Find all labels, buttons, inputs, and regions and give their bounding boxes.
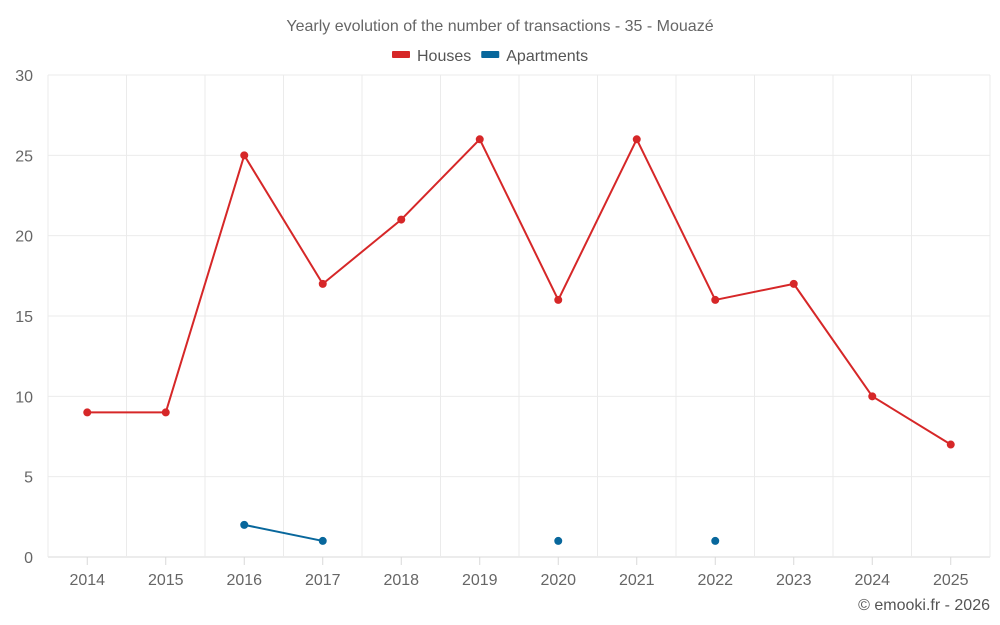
x-tick-label: 2015 (148, 572, 184, 589)
data-point (554, 536, 563, 545)
legend-label: Apartments (506, 48, 588, 65)
data-point (475, 135, 484, 144)
data-point (397, 215, 406, 224)
grid (47, 74, 991, 558)
x-tick-label: 2017 (305, 572, 341, 589)
y-axis: 0 5 10 15 20 25 30 (15, 68, 33, 567)
y-tick-label: 0 (24, 550, 33, 567)
y-tick-label: 20 (15, 229, 33, 246)
data-point (240, 520, 249, 529)
y-tick-label: 15 (15, 309, 33, 326)
series-apartments (240, 520, 720, 545)
x-tick-label: 2023 (776, 572, 812, 589)
credit-text: © emooki.fr - 2026 (858, 597, 990, 614)
y-tick-label: 25 (15, 148, 33, 165)
data-point (240, 151, 249, 160)
series-line (87, 138, 952, 446)
x-tick-label: 2019 (462, 572, 498, 589)
data-point (83, 408, 92, 417)
x-axis: 2014 2015 2016 2017 2018 2019 2020 2021 2022 2023… (69, 557, 969, 589)
x-tick-label: 2025 (933, 572, 969, 589)
legend-item-apartments: Apartments (481, 48, 588, 65)
data-point (868, 392, 877, 401)
series-layer (83, 135, 955, 545)
y-tick-label: 30 (15, 68, 33, 85)
chart-title: Yearly evolution of the number of transa… (286, 18, 713, 35)
data-point (161, 408, 170, 417)
legend-label: Houses (417, 48, 471, 65)
y-tick-label: 5 (24, 470, 33, 487)
x-tick-label: 2020 (540, 572, 576, 589)
legend-item-houses: Houses (392, 48, 471, 65)
x-tick-label: 2014 (69, 572, 105, 589)
data-point (554, 295, 563, 304)
data-point (946, 440, 955, 449)
data-point (711, 536, 720, 545)
series-houses (83, 135, 955, 449)
series-line (244, 523, 323, 542)
data-point (632, 135, 641, 144)
x-tick-label: 2024 (854, 572, 890, 589)
x-tick-label: 2018 (383, 572, 419, 589)
x-tick-label: 2016 (226, 572, 262, 589)
data-point (711, 295, 720, 304)
legend: Houses Apartments (392, 48, 588, 65)
x-tick-label: 2021 (619, 572, 655, 589)
x-tick-label: 2022 (697, 572, 733, 589)
data-point (789, 279, 798, 288)
data-point (318, 279, 327, 288)
legend-swatch (392, 51, 410, 58)
data-point (318, 536, 327, 545)
y-tick-label: 10 (15, 389, 33, 406)
legend-swatch (481, 51, 500, 58)
